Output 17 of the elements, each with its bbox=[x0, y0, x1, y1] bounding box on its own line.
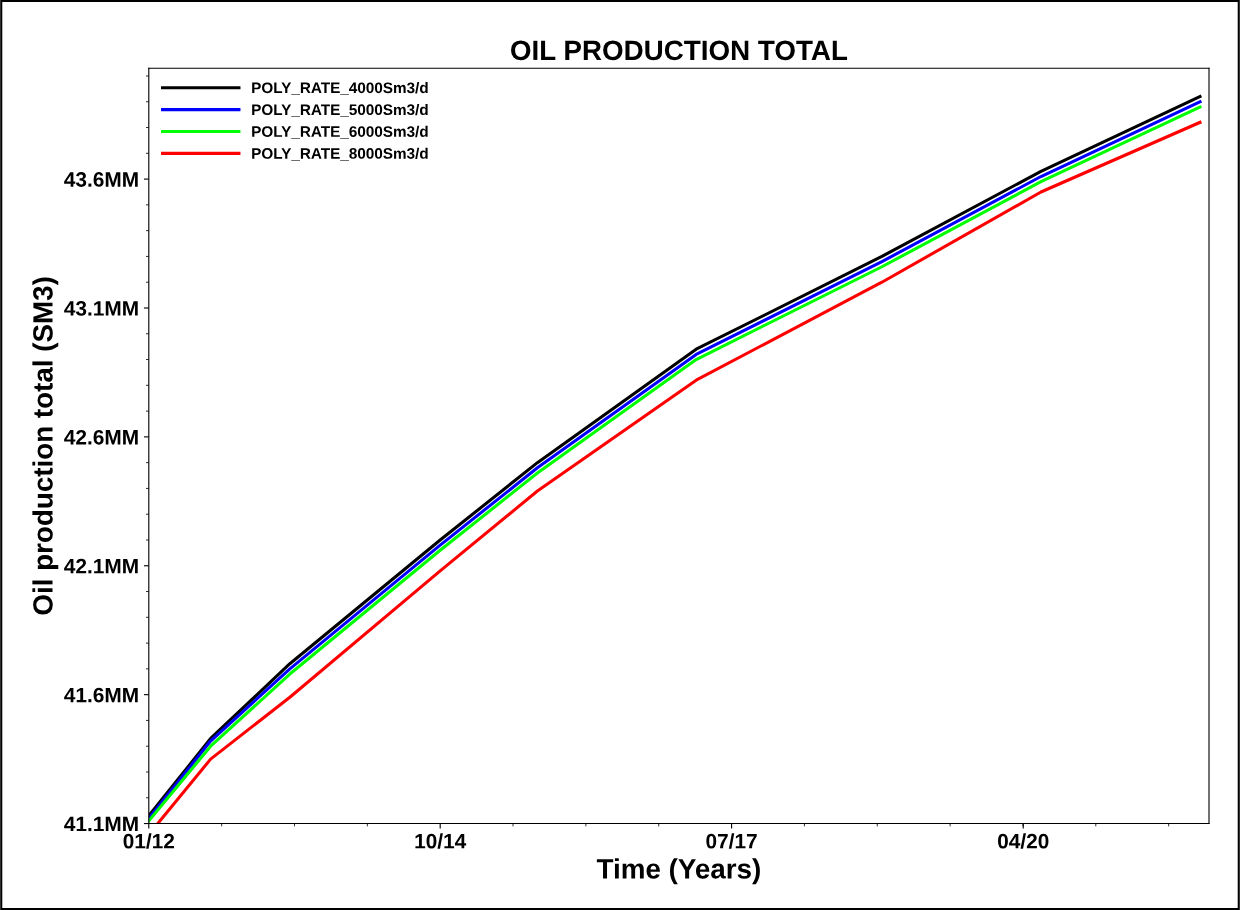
y-tick-label: 42.1MM bbox=[64, 558, 138, 574]
y-tick-label: 43.1MM bbox=[64, 300, 138, 316]
legend-label: POLY_RATE_8000Sm3/d bbox=[252, 147, 428, 161]
chart-title: OIL PRODUCTION TOTAL bbox=[511, 40, 848, 61]
x-tick-label: 04/20 bbox=[998, 833, 1049, 849]
legend-label: POLY_RATE_6000Sm3/d bbox=[252, 125, 428, 139]
x-tick-label: 01/12 bbox=[123, 833, 175, 849]
legend-label: POLY_RATE_5000Sm3/d bbox=[252, 103, 428, 117]
legend-label: POLY_RATE_4000Sm3/d bbox=[252, 82, 428, 95]
y-tick-label: 41.6MM bbox=[64, 687, 138, 703]
x-axis-title: Time (Years) bbox=[596, 858, 760, 885]
x-tick-label: 10/14 bbox=[415, 833, 467, 849]
y-axis-title: Oil production total (SM3) bbox=[32, 277, 59, 615]
x-tick-label: 07/17 bbox=[706, 833, 757, 849]
y-tick-label: 42.6MM bbox=[64, 429, 138, 445]
y-tick-label: 41.1MM bbox=[64, 816, 138, 832]
y-tick-label: 43.6MM bbox=[64, 172, 138, 187]
